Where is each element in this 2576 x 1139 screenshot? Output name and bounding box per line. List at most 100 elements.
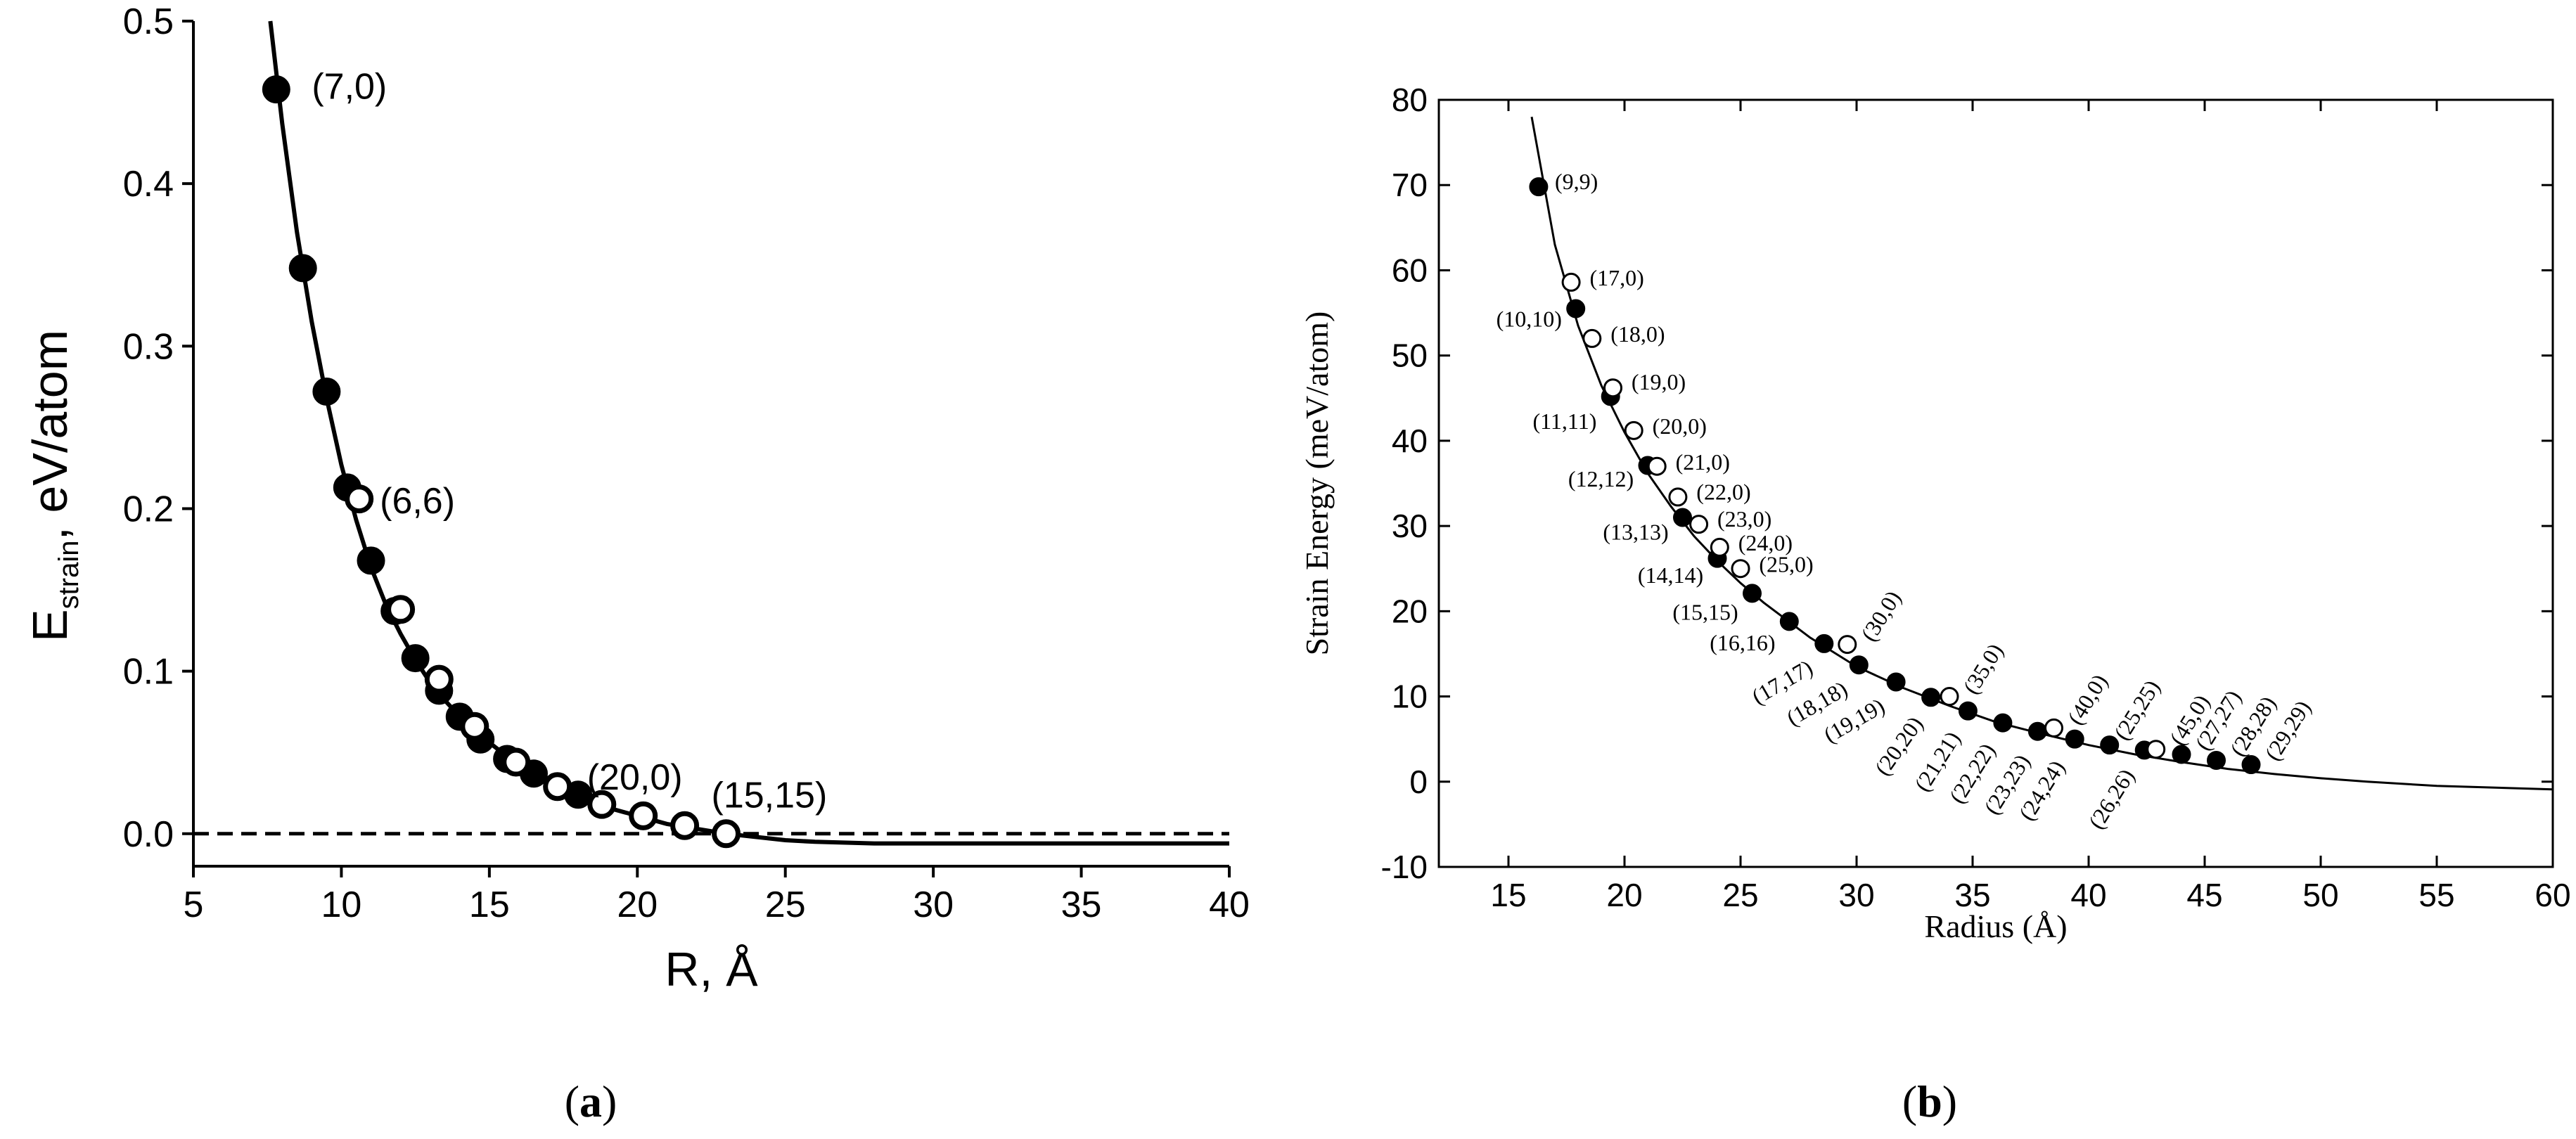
x-tick-label: 40 [1209, 884, 1250, 925]
open-data-point [345, 484, 374, 514]
y-tick-label: 0.3 [123, 326, 174, 367]
y-tick-label: 0.2 [123, 489, 174, 529]
caption-a-letter: a [579, 1076, 602, 1126]
point-label: (11,11) [1532, 408, 1596, 434]
point-label: (10,10) [1497, 306, 1562, 331]
y-tick-label: 0.5 [123, 1, 174, 42]
armchair-data-point [1743, 584, 1762, 603]
filled-data-point [357, 546, 385, 575]
x-tick-label: 60 [2535, 877, 2570, 913]
filled-data-point [262, 75, 290, 104]
x-tick-label: 20 [1606, 877, 1642, 913]
zigzag-data-point [1710, 537, 1729, 557]
x-tick-label: 55 [2418, 877, 2454, 913]
point-label: (17,0) [1590, 265, 1644, 290]
point-label: (25,0) [1759, 551, 1813, 577]
x-tick-label: 25 [1722, 877, 1758, 913]
point-annotation: (20,0) [587, 757, 683, 798]
point-label: (21,0) [1676, 449, 1730, 475]
caption-b-letter: b [1917, 1076, 1942, 1126]
y-axis-label: Estrain, eV/atom [23, 330, 84, 642]
y-tick-label: 50 [1392, 337, 1428, 374]
armchair-data-point [1566, 299, 1586, 318]
armchair-data-point [2065, 729, 2084, 749]
y-axis-label-unit: , eV/atom [23, 330, 77, 541]
x-axis-label: Radius (Å) [1924, 908, 2067, 944]
zigzag-data-point [1838, 635, 1857, 655]
point-label: (19,0) [1632, 369, 1686, 394]
point-annotation: (6,6) [380, 481, 455, 522]
zigzag-data-point [1689, 515, 1709, 534]
caption-a-open: ( [565, 1076, 579, 1126]
y-tick-label: 40 [1392, 423, 1428, 459]
y-tick-label: 10 [1392, 678, 1428, 715]
point-label: (15,15) [1672, 599, 1738, 624]
armchair-data-point [1849, 655, 1869, 675]
x-tick-label: 30 [1838, 877, 1874, 913]
armchair-data-point [1814, 633, 1834, 653]
x-tick-label: 30 [913, 884, 954, 925]
point-label: (16,16) [1710, 630, 1775, 655]
x-axis-label: R, Å [665, 943, 758, 996]
armchair-data-point [1529, 177, 1549, 197]
y-tick-label: 0.1 [123, 652, 174, 693]
point-label: (18,0) [1610, 321, 1665, 347]
open-data-point [460, 712, 489, 741]
caption-b-open: ( [1902, 1076, 1917, 1126]
x-tick-label: 5 [184, 884, 204, 925]
armchair-data-point [1673, 508, 1692, 527]
x-tick-label: 20 [617, 884, 658, 925]
filled-data-point [312, 378, 341, 406]
y-axis-label-subscript: strain [53, 541, 84, 610]
y-tick-label: 20 [1392, 593, 1428, 629]
y-tick-label: 80 [1392, 82, 1428, 118]
x-tick-label: 10 [321, 884, 362, 925]
y-tick-label: 0.4 [123, 164, 174, 205]
armchair-data-point [1958, 701, 1978, 721]
y-axis-label: Strain Energy (meV/atom) [1299, 311, 1335, 656]
panel-b: (9,9) (17,0) (10,10) (18,0) (19,0) (11,11) (20… [1299, 82, 2571, 944]
point-label: (20,0) [1653, 413, 1707, 439]
armchair-data-point [1921, 688, 1941, 707]
open-data-point [587, 790, 617, 819]
x-tick-label: 15 [469, 884, 510, 925]
x-tick-label: 15 [1490, 877, 1526, 913]
armchair-data-point [2207, 750, 2226, 770]
point-annotation: (7,0) [312, 66, 387, 107]
filled-data-point [401, 644, 430, 673]
y-tick-label: -10 [1381, 849, 1428, 885]
armchair-data-point [1886, 672, 1906, 692]
y-tick-label: 30 [1392, 508, 1428, 544]
y-tick-label: 70 [1392, 167, 1428, 203]
caption-a-close: ) [602, 1076, 617, 1126]
armchair-data-point [2100, 735, 2120, 755]
zigzag-data-point [1582, 328, 1602, 348]
x-tick-label: 45 [2186, 877, 2222, 913]
armchair-data-point [1993, 713, 2013, 733]
point-label: (14,14) [1638, 562, 1703, 588]
x-tick-label: 35 [1061, 884, 1102, 925]
point-annotation: (15,15) [712, 775, 828, 816]
zigzag-data-point [1731, 559, 1750, 579]
caption-b-close: ) [1942, 1076, 1957, 1126]
point-label: (12,12) [1568, 466, 1634, 491]
zigzag-data-point [2146, 740, 2166, 759]
open-data-point [670, 811, 700, 840]
point-label: (35,0) [1958, 639, 2008, 699]
point-label: (23,0) [1717, 506, 1771, 532]
fit-curve [268, 20, 1229, 846]
zigzag-data-point [1603, 378, 1622, 398]
armchair-data-point [1779, 612, 1799, 631]
x-tick-label: 50 [2302, 877, 2338, 913]
x-tick-label: 40 [2070, 877, 2106, 913]
caption-b: (b) [1902, 1076, 1957, 1126]
fit-curve [1530, 116, 2553, 791]
zigzag-data-point [1940, 687, 1959, 707]
open-data-point [712, 819, 741, 849]
point-label: (22,0) [1696, 479, 1750, 504]
point-label: (40,0) [2062, 669, 2112, 729]
zigzag-data-point [2044, 718, 2063, 738]
plot-frame [1437, 98, 2554, 868]
armchair-data-point [2241, 755, 2261, 775]
